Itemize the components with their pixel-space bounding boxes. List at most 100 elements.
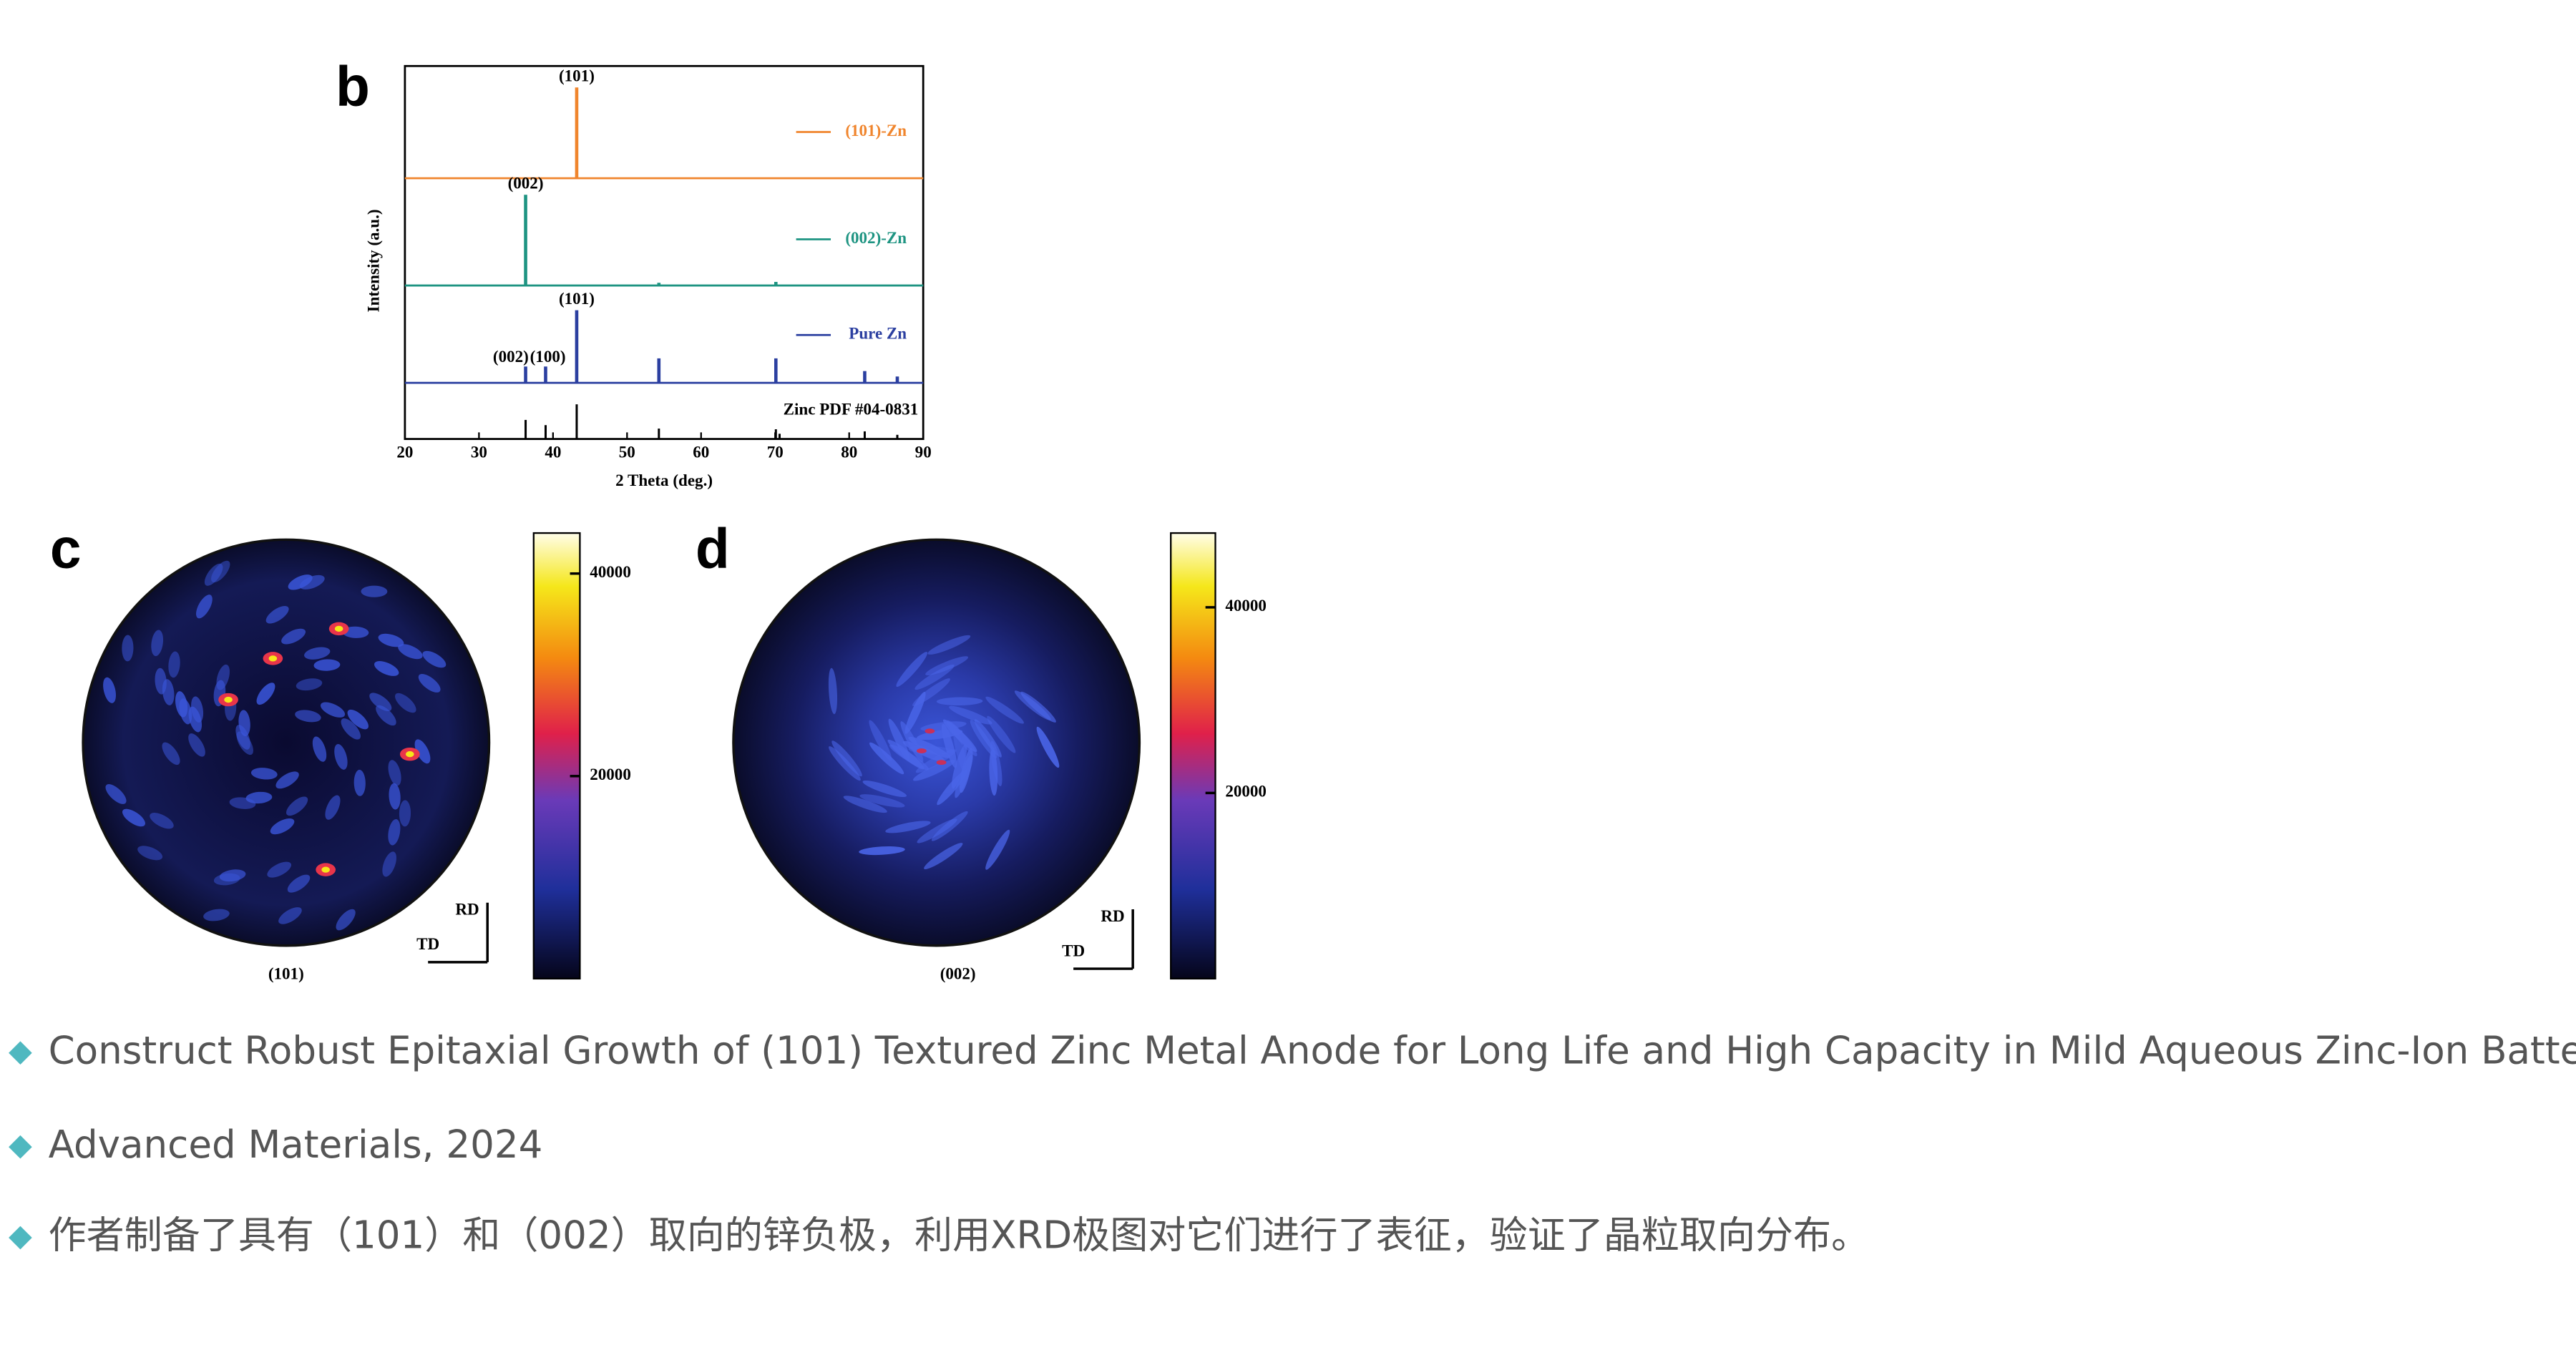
texture-spot [888,718,910,761]
texture-spot [296,678,323,691]
texture-spot [105,784,127,804]
texture-spot [985,829,1010,870]
texture-spot [987,715,1016,753]
texture-spot [985,696,1024,724]
hot-spot [936,760,947,766]
x-tick-label: 90 [915,443,932,461]
peak-label: (100) [530,347,566,366]
texture-spot [336,909,356,931]
texture-spot [931,811,968,841]
texture-spot [320,702,346,718]
texture-spot [388,760,401,786]
reference-label: Zinc PDF #04-0831 [784,400,919,419]
texture-spot [414,739,431,764]
pole-figure [732,538,1141,947]
texture-spot [949,705,992,725]
legend-label: (002)-Zn [845,228,907,247]
x-axis-label: 2 Theta (deg.) [615,471,713,489]
texture-spot [162,742,180,766]
texture-spot [122,635,134,662]
texture-spot [265,605,289,624]
texture-spot [859,846,905,856]
texture-spot [267,861,292,878]
texture-spot [1036,726,1060,768]
x-tick-label: 80 [841,443,857,461]
x-tick-label: 30 [471,443,487,461]
texture-spot [927,635,971,655]
texture-spot [162,679,175,705]
texture-spot [270,818,295,835]
texture-spot [369,693,392,711]
texture-spot [388,819,401,846]
bullet-marker [9,1226,32,1250]
texture-spot [256,683,275,705]
texture-spot [924,843,963,870]
texture-spot [122,808,145,827]
texture-spot [869,742,904,775]
hot-core [268,655,278,662]
texture-spot [422,650,447,668]
hot-core [334,625,343,632]
texture-spot [885,821,931,833]
texture-spot [287,874,311,893]
texture-spot [828,667,838,715]
bullet-marker [9,1135,32,1159]
td-label: TD [1062,941,1085,959]
colorbar-label: 40000 [590,562,631,581]
peak-label: (002) [493,347,529,366]
texture-spot [250,768,278,780]
texture-spot [151,630,164,657]
texture-spot [195,595,213,619]
rd-label: RD [1101,906,1124,925]
texture-spot [325,795,341,820]
plot-frame [404,64,924,440]
colorbar [532,532,581,980]
texture-spot [399,800,411,827]
texture-spot [347,709,369,730]
texture-spot [862,780,907,798]
texture-spot [288,574,313,590]
texture-spot [378,633,404,647]
hot-spot [924,728,935,734]
colorbar-label: 20000 [1225,782,1267,801]
td-label: TD [416,934,439,953]
bullet-text: 作者制备了具有（101）和（002）取向的锌负极，利用XRD极图对它们进行了表征… [49,1213,1870,1258]
pole-figure [82,538,491,947]
texture-spot [103,677,116,703]
texture-spot [175,691,188,718]
texture-spot [394,693,416,713]
texture-spot [1014,690,1051,720]
texture-spot [915,749,957,773]
texture-spot [275,771,299,789]
texture-spot [295,710,321,723]
legend-label: Pure Zn [849,324,907,343]
texture-spot [843,796,887,813]
x-tick-label: 20 [396,443,413,461]
texture-spot [304,647,331,660]
texture-spot [896,652,928,688]
texture-spot [312,736,327,762]
texture-spot [286,796,308,816]
texture-spot [869,720,892,761]
rd-label: RD [455,900,479,919]
peak-label: (101) [559,67,595,85]
texture-spot [334,744,348,770]
texture-spot [150,813,174,829]
texture-spot [188,733,205,757]
colorbar-label: 40000 [1225,596,1267,615]
texture-spot [313,659,341,671]
hot-core [321,866,330,873]
texture-spot [418,674,441,693]
texture-spot [137,846,163,861]
texture-spot [281,628,306,645]
bullet-text: Construct Robust Epitaxial Growth of (10… [49,1028,2576,1072]
texture-spot [829,746,861,781]
hot-core [406,751,414,758]
texture-spot [204,563,223,586]
panel-letter: d [696,517,730,579]
panel-letter: b [336,55,370,118]
colorbar [1170,532,1216,980]
hot-spot [916,748,927,754]
x-tick-label: 50 [619,443,635,461]
